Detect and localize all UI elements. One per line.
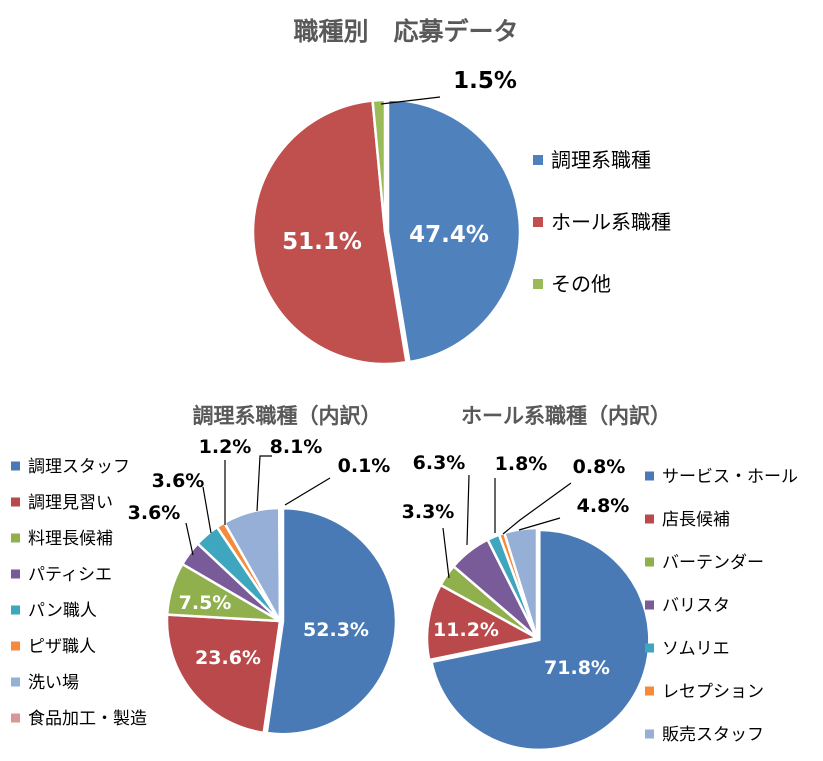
pie-slice: [165, 613, 282, 735]
legend-swatch: [11, 605, 20, 615]
legend-swatch: [533, 279, 543, 289]
pie-slice: [251, 99, 408, 366]
legend-label: ホール系職種: [551, 210, 671, 234]
data-label: 4.8%: [577, 495, 630, 517]
data-label: 3.6%: [152, 470, 205, 492]
pie-slice: [425, 583, 539, 662]
legend-label: 調理スタッフ: [28, 457, 130, 477]
leader-line: [466, 474, 470, 546]
legend-swatch: [645, 686, 654, 696]
legend-swatch: [11, 569, 20, 579]
legend-swatch: [11, 713, 20, 723]
data-label: 52.3%: [303, 619, 369, 641]
legend-swatch: [11, 497, 20, 507]
data-label: 0.8%: [573, 456, 626, 478]
legend-label: バーテンダー: [662, 553, 764, 573]
data-label: 51.1%: [282, 229, 362, 255]
legend-label: レセプション: [662, 682, 764, 702]
main-pie: 47.4% 51.1% 1.5%: [251, 68, 522, 366]
legend-label: サービス・ホール: [662, 467, 798, 487]
legend-swatch: [533, 217, 543, 227]
leader-line: [442, 527, 450, 579]
pie-slice: [371, 98, 387, 234]
legend-swatch: [645, 514, 654, 524]
legend-label: 店長候補: [662, 510, 730, 530]
legend-label: 料理長候補: [28, 529, 113, 549]
legend-label: 洗い場: [28, 673, 79, 693]
data-label: 3.6%: [128, 502, 181, 524]
legend-swatch: [11, 533, 20, 543]
legend-label: 販売スタッフ: [662, 725, 764, 745]
cook-chart-title: 調理系職種（内訳）: [193, 404, 382, 428]
leader-line: [502, 482, 572, 535]
data-label: 7.5%: [179, 592, 232, 614]
cook-pie: 52.3% 23.6% 7.5% 3.6% 3.6% 1.2% 8.1% 0.1%: [128, 436, 398, 736]
legend-swatch: [11, 641, 20, 651]
legend-label: 調理系職種: [551, 148, 651, 172]
leader-line: [256, 455, 272, 512]
legend-swatch: [533, 155, 543, 165]
data-label: 3.3%: [402, 501, 455, 523]
pie-slice: [386, 98, 522, 364]
legend-label: 食品加工・製造: [28, 709, 147, 729]
data-label: 11.2%: [433, 619, 499, 641]
pie-slice: [430, 528, 651, 752]
legend-label: パン職人: [28, 601, 97, 621]
main-chart-title: 職種別 応募データ: [293, 17, 518, 46]
leader-line: [380, 96, 441, 105]
legend-label: ソムリエ: [662, 639, 730, 659]
legend-swatch: [645, 557, 654, 567]
data-label: 8.1%: [270, 436, 323, 458]
pie-slice: [265, 506, 398, 736]
leader-line: [518, 517, 561, 531]
data-label: 1.8%: [495, 453, 548, 475]
leader-line: [202, 486, 212, 534]
legend-label: バリスタ: [662, 596, 730, 616]
legend-label: 調理見習い: [28, 493, 113, 513]
data-label: 47.4%: [409, 222, 489, 248]
data-label: 1.5%: [453, 68, 517, 94]
data-label: 0.1%: [338, 455, 391, 477]
legend-swatch: [645, 729, 654, 739]
legend-swatch: [645, 643, 654, 653]
legend-swatch: [645, 471, 654, 481]
data-label: 71.8%: [544, 657, 610, 679]
legend-label: その他: [551, 272, 611, 296]
legend-label: ピザ職人: [28, 637, 96, 657]
data-label: 23.6%: [195, 647, 261, 669]
data-label: 6.3%: [413, 452, 466, 474]
legend-swatch: [11, 677, 20, 687]
legend-swatch: [645, 600, 654, 610]
hall-chart-title: ホール系職種（内訳）: [461, 404, 671, 428]
pie-slice: [278, 506, 282, 623]
leader-line: [284, 477, 331, 506]
legend-label: パティシエ: [28, 565, 112, 585]
legend-swatch: [11, 461, 20, 471]
data-label: 1.2%: [199, 436, 252, 458]
hall-pie: 71.8% 11.2% 3.3% 6.3% 1.8% 0.8% 4.8%: [402, 452, 651, 752]
leader-line: [185, 522, 194, 556]
